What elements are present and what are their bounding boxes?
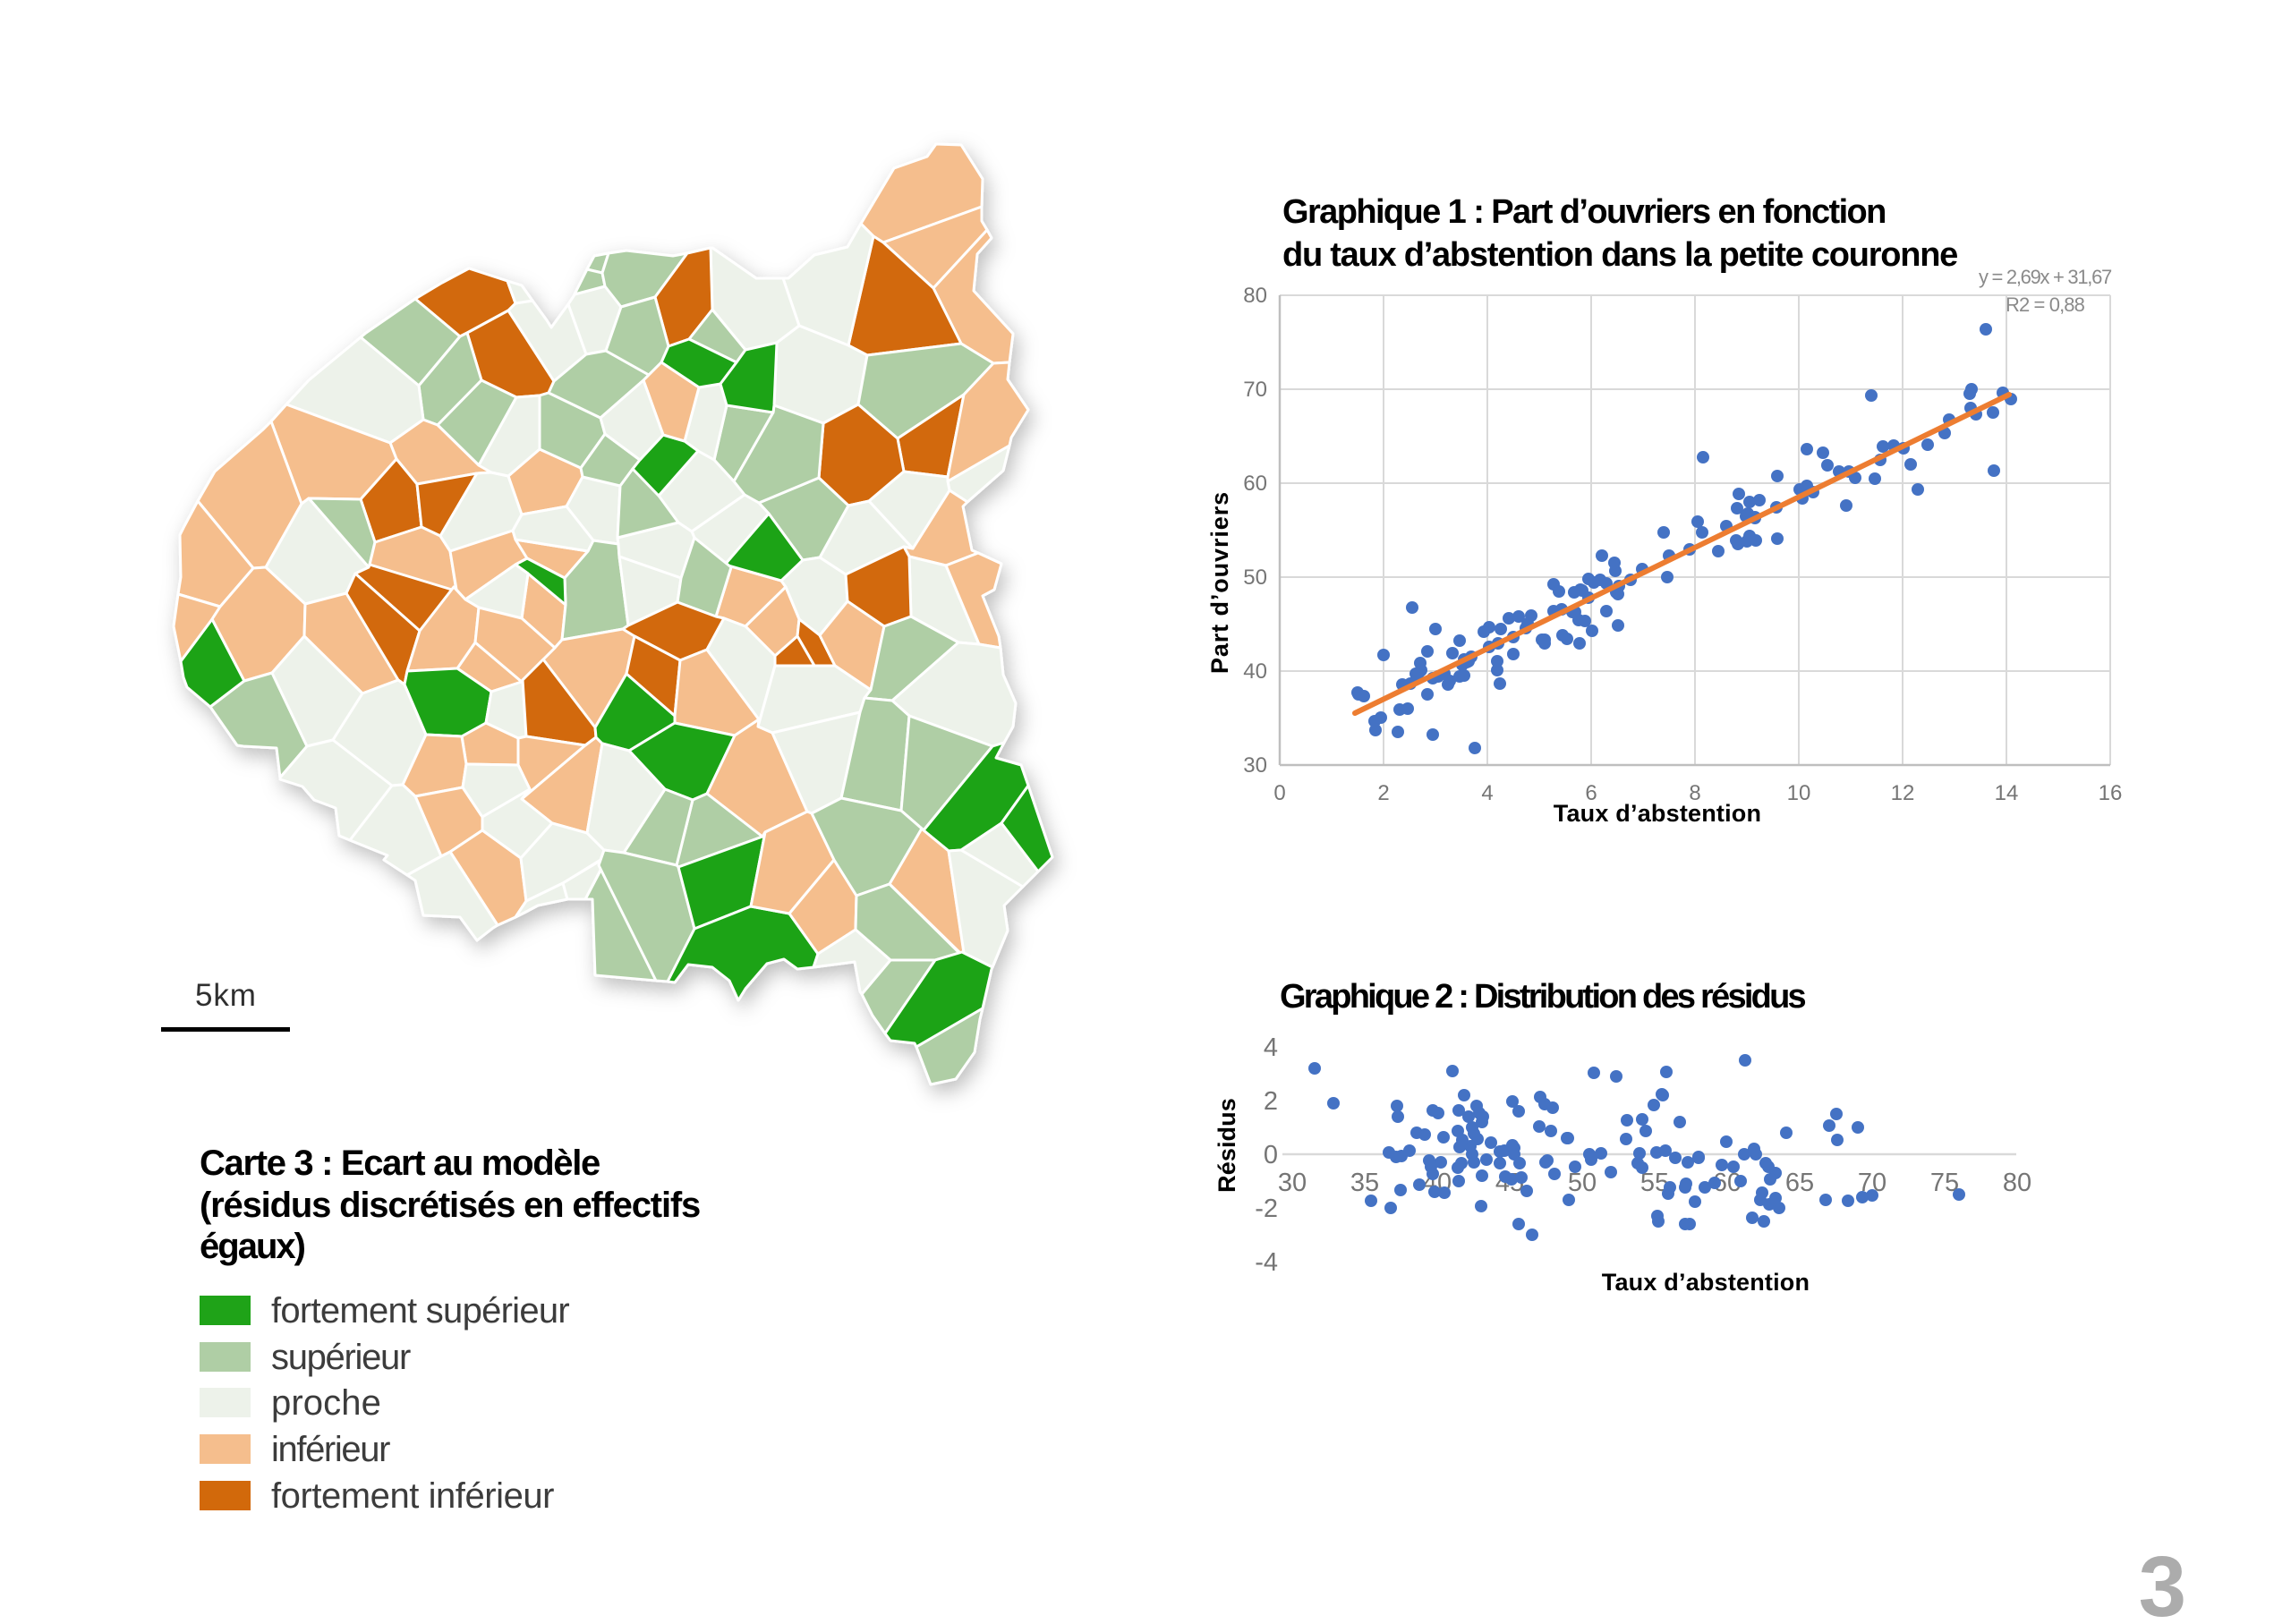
svg-text:y = 2,69x + 31,67: y = 2,69x + 31,67 — [1979, 266, 2112, 288]
svg-text:4: 4 — [1481, 781, 1493, 805]
svg-text:fortement supérieur: fortement supérieur — [271, 1291, 569, 1331]
svg-text:4: 4 — [1264, 1033, 1278, 1062]
svg-text:2: 2 — [1377, 781, 1389, 805]
svg-text:0: 0 — [1273, 781, 1285, 805]
svg-text:35: 35 — [1350, 1169, 1379, 1197]
svg-text:3: 3 — [2139, 1539, 2186, 1620]
svg-text:-2: -2 — [1255, 1195, 1278, 1223]
svg-text:0: 0 — [1264, 1141, 1278, 1169]
svg-text:80: 80 — [2003, 1169, 2031, 1197]
svg-text:30: 30 — [1278, 1169, 1307, 1197]
svg-text:50: 50 — [1568, 1169, 1597, 1197]
svg-text:inférieur: inférieur — [271, 1430, 390, 1469]
svg-text:10: 10 — [1787, 781, 1811, 805]
svg-text:80: 80 — [1243, 284, 1267, 308]
svg-text:Taux d’abstention: Taux d’abstention — [1554, 800, 1761, 827]
svg-text:Part d’ouvriers: Part d’ouvriers — [1206, 491, 1233, 674]
svg-text:40: 40 — [1243, 659, 1267, 684]
svg-text:65: 65 — [1785, 1169, 1814, 1197]
svg-text:6: 6 — [1585, 781, 1597, 805]
svg-text:70: 70 — [1243, 378, 1267, 402]
svg-text:Taux d’abstention: Taux d’abstention — [1602, 1269, 1810, 1296]
svg-text:égaux): égaux) — [200, 1227, 305, 1266]
svg-text:8: 8 — [1689, 781, 1700, 805]
svg-text:(résidus discrétisés en effect: (résidus discrétisés en effectifs — [200, 1186, 700, 1225]
svg-text:fortement inférieur: fortement inférieur — [271, 1476, 554, 1516]
svg-text:30: 30 — [1243, 753, 1267, 778]
svg-text:-4: -4 — [1255, 1248, 1278, 1277]
svg-text:du taux d’abstention dans la p: du taux d’abstention dans la petite cour… — [1282, 236, 1957, 274]
svg-text:16: 16 — [2099, 781, 2123, 805]
svg-text:Graphique 1 : Part d’ouvriers: Graphique 1 : Part d’ouvriers en fonctio… — [1282, 193, 1886, 231]
svg-text:14: 14 — [1995, 781, 2019, 805]
svg-text:60: 60 — [1243, 472, 1267, 496]
svg-text:supérieur: supérieur — [271, 1338, 411, 1377]
svg-text:proche: proche — [271, 1383, 381, 1423]
svg-text:Carte 3 : Ecart au modèle: Carte 3 : Ecart au modèle — [200, 1144, 600, 1183]
svg-text:R2 = 0,88: R2 = 0,88 — [2006, 293, 2085, 316]
svg-text:Graphique 2 : Distribution des: Graphique 2 : Distribution des résidus — [1280, 978, 1806, 1016]
svg-text:50: 50 — [1243, 565, 1267, 590]
svg-text:12: 12 — [1891, 781, 1915, 805]
svg-text:Résidus: Résidus — [1214, 1098, 1240, 1193]
svg-text:2: 2 — [1264, 1087, 1278, 1116]
svg-text:5km: 5km — [195, 978, 257, 1013]
